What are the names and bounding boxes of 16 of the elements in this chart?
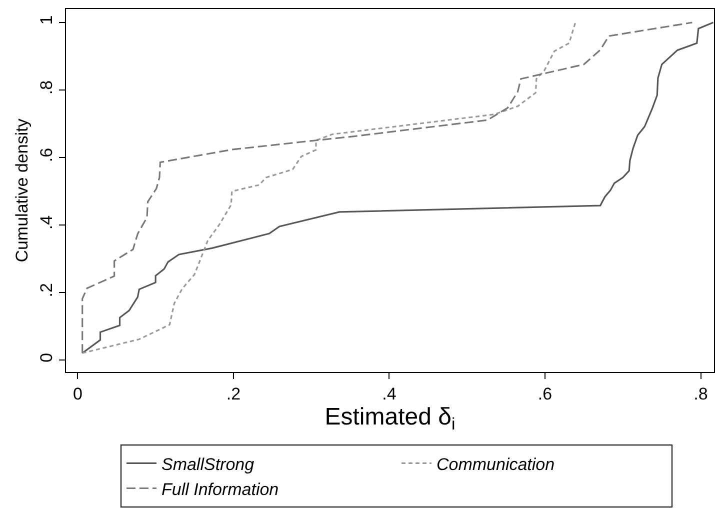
y-tick-label: .4 xyxy=(37,215,56,230)
x-axis-title: Estimated δ$_{i}$ xyxy=(324,404,456,434)
y-tick-label: .6 xyxy=(37,148,56,162)
legend-label: Communication xyxy=(436,454,555,474)
x-tick-label: .2 xyxy=(226,384,241,404)
y-tick-label: .2 xyxy=(37,283,56,298)
x-tick-label: .8 xyxy=(694,384,708,404)
x-tick-label: .6 xyxy=(538,384,552,404)
y-tick-label: 0 xyxy=(37,352,56,362)
legend-label: Full Information xyxy=(161,480,279,499)
x-tick-label: .4 xyxy=(382,384,396,404)
y-tick-label: .8 xyxy=(37,80,56,95)
x-tick-label: 0 xyxy=(72,384,82,404)
y-tick-label: 1 xyxy=(37,15,56,25)
y-axis-title: Cumulative density xyxy=(12,118,32,262)
legend-label: SmallStrong xyxy=(161,454,255,474)
